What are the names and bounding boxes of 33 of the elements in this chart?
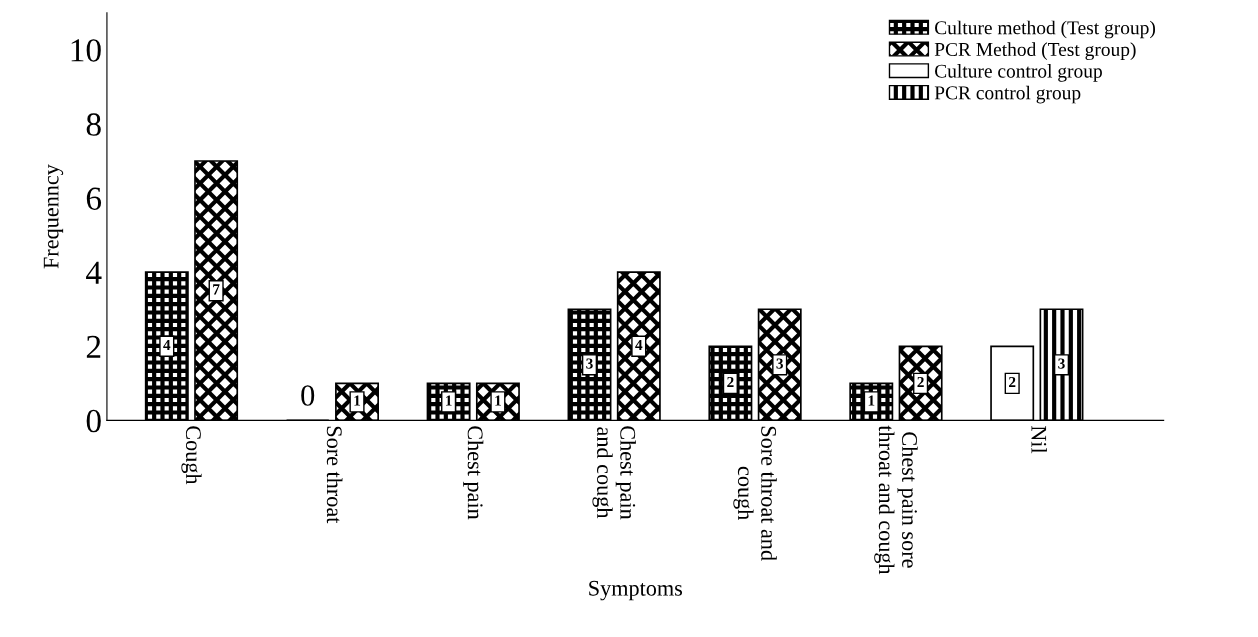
data-label: 4 [163, 339, 171, 350]
data-label: 1 [868, 395, 875, 406]
data-label: 2 [917, 376, 924, 388]
data-label: 3 [586, 358, 593, 369]
data-label: 1 [495, 395, 501, 406]
data-label: 7 [213, 284, 220, 295]
y-axis-title: Frequenncy [43, 164, 64, 269]
y-tick-label: 4 [86, 261, 102, 284]
legend-label: Culture method (Test group) [935, 20, 1156, 39]
data-label: 1 [446, 395, 452, 406]
legend-label: Culture control group [935, 64, 1102, 82]
y-tick-label: 2 [86, 335, 101, 358]
x-tick-label: Chest pain [463, 426, 484, 520]
data-label: 3 [1058, 358, 1065, 369]
data-label: 1 [354, 395, 361, 406]
x-tick-label: Cough [181, 426, 202, 485]
x-axis-title: Symptoms [589, 580, 683, 601]
x-tick-label: Chest pain sore throat and cough [874, 425, 918, 575]
x-tick-label: Chest pain and cough [592, 426, 636, 520]
y-tick-label: 6 [86, 187, 102, 210]
x-tick-label: Sore throat [326, 426, 343, 524]
x-tick-label: Nil [1031, 425, 1047, 454]
y-tick-label: 0 [86, 409, 101, 433]
y-tick-label: 8 [86, 113, 101, 136]
y-tick-label: 10 [71, 39, 101, 62]
legend-label: PCR control group [934, 85, 1081, 104]
data-label: 2 [727, 376, 734, 388]
x-tick-label: Sore throat and cough [733, 426, 777, 561]
data-label: 2 [1009, 376, 1016, 388]
data-label: 4 [635, 339, 643, 350]
data-label: 0 [301, 385, 315, 406]
legend-label: PCR Method (Test group) [934, 42, 1136, 61]
data-label: 3 [776, 358, 784, 369]
